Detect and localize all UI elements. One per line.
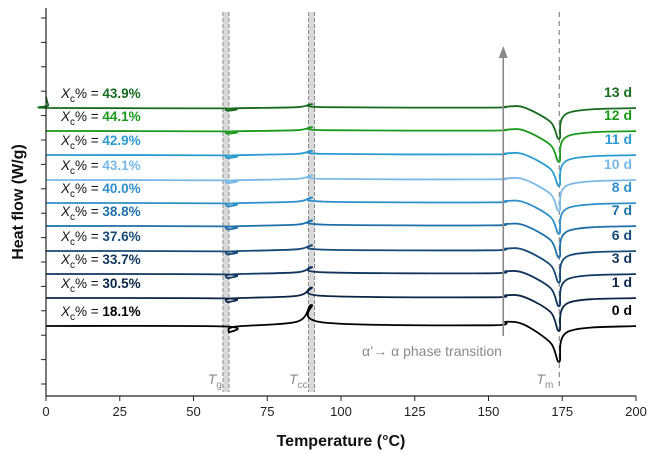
crystallinity-label: Xc% = 43.1% bbox=[60, 158, 141, 177]
xc-symbol: X bbox=[60, 304, 71, 319]
marker-subscript: cc bbox=[298, 380, 308, 391]
xc-equals: % = bbox=[75, 86, 102, 101]
x-tick-label: 150 bbox=[478, 404, 500, 419]
xc-subscript: c bbox=[70, 312, 75, 323]
x-tick-label: 200 bbox=[625, 404, 647, 419]
marker-label-cc: Tcc bbox=[289, 371, 308, 391]
xc-equals: % = bbox=[75, 276, 102, 291]
x-tick-label: 175 bbox=[551, 404, 573, 419]
xc-value: 43.9% bbox=[102, 86, 140, 101]
xc-symbol: X bbox=[60, 86, 71, 101]
xc-value: 43.1% bbox=[102, 158, 140, 173]
marker-subscript: g bbox=[216, 380, 222, 391]
xc-value: 38.8% bbox=[102, 204, 140, 219]
aging-day-label: 0 d bbox=[612, 302, 632, 318]
aging-day-label: 8 d bbox=[612, 179, 632, 195]
xc-symbol: X bbox=[60, 133, 71, 148]
xc-value: 37.6% bbox=[102, 229, 140, 244]
crystallinity-label: Xc% = 30.5% bbox=[60, 276, 141, 295]
curve-10d bbox=[45, 174, 637, 212]
marker-subscript: m bbox=[545, 380, 553, 391]
xc-subscript: c bbox=[70, 94, 75, 105]
xc-equals: % = bbox=[75, 109, 102, 124]
marker-symbol: T bbox=[536, 371, 546, 387]
crystallinity-label: Xc% = 44.1% bbox=[60, 109, 141, 128]
xc-symbol: X bbox=[60, 181, 71, 196]
aging-day-label: 7 d bbox=[612, 202, 632, 218]
xc-equals: % = bbox=[75, 252, 102, 267]
phase-transition-label: α’→ α phase transition bbox=[362, 343, 502, 359]
xc-value: 44.1% bbox=[102, 109, 140, 124]
xc-subscript: c bbox=[70, 117, 75, 128]
aging-day-label: 3 d bbox=[612, 250, 632, 266]
marker-label-m: Tm bbox=[536, 371, 553, 391]
xc-subscript: c bbox=[70, 141, 75, 152]
marker-symbol: T bbox=[289, 371, 299, 387]
band-fill-cc bbox=[308, 12, 315, 392]
xc-value: 40.0% bbox=[102, 181, 140, 196]
xc-subscript: c bbox=[70, 284, 75, 295]
aging-day-label: 1 d bbox=[612, 274, 632, 290]
xc-subscript: c bbox=[70, 260, 75, 271]
crystallinity-label: Xc% = 40.0% bbox=[60, 181, 141, 200]
crystallinity-label: Xc% = 33.7% bbox=[60, 252, 141, 271]
curve-11d bbox=[45, 149, 637, 187]
x-axis-title: Temperature (°C) bbox=[277, 433, 406, 450]
xc-equals: % = bbox=[75, 133, 102, 148]
xc-subscript: c bbox=[70, 212, 75, 223]
crystallinity-label: Xc% = 43.9% bbox=[60, 86, 141, 105]
xc-symbol: X bbox=[60, 229, 71, 244]
curve-6d bbox=[45, 244, 637, 284]
marker-label-g: Tg bbox=[208, 371, 222, 391]
curve-13d bbox=[37, 96, 637, 140]
curve-1d bbox=[45, 286, 637, 332]
xc-value: 42.9% bbox=[102, 133, 140, 148]
aging-day-label: 11 d bbox=[605, 131, 632, 147]
xc-symbol: X bbox=[60, 109, 71, 124]
xc-equals: % = bbox=[75, 204, 102, 219]
xc-equals: % = bbox=[75, 181, 102, 196]
xc-value: 30.5% bbox=[102, 276, 140, 291]
crystallinity-label: Xc% = 37.6% bbox=[60, 229, 141, 248]
x-tick-label: 25 bbox=[113, 404, 127, 419]
xc-subscript: c bbox=[70, 166, 75, 177]
marker-symbol: T bbox=[208, 371, 218, 387]
xc-equals: % = bbox=[75, 158, 102, 173]
crystallinity-label: Xc% = 38.8% bbox=[60, 204, 141, 223]
x-tick-label: 100 bbox=[330, 404, 352, 419]
x-tick-label: 0 bbox=[42, 404, 49, 419]
phase-transition-annotation: α’→ α phase transition bbox=[362, 46, 508, 359]
xc-equals: % = bbox=[75, 229, 102, 244]
y-axis-title: Heat flow (W/g) bbox=[10, 144, 27, 260]
crystallinity-label: Xc% = 42.9% bbox=[60, 133, 141, 152]
aging-day-label: 12 d bbox=[604, 107, 632, 123]
curve-7d bbox=[45, 219, 637, 259]
x-tick-label: 125 bbox=[404, 404, 426, 419]
aging-day-label: 13 d bbox=[604, 84, 632, 100]
x-tick-label: 50 bbox=[186, 404, 200, 419]
axes: 0 25 50 75 100 125 150 175 200 bbox=[41, 8, 647, 419]
xc-equals: % = bbox=[75, 304, 102, 319]
xc-symbol: X bbox=[60, 158, 71, 173]
curve-8d bbox=[45, 196, 637, 235]
band-fill-g bbox=[222, 12, 229, 392]
xc-value: 18.1% bbox=[102, 304, 140, 319]
heat-flow-curves bbox=[37, 96, 637, 363]
xc-value: 33.7% bbox=[102, 252, 140, 267]
xc-subscript: c bbox=[70, 237, 75, 248]
xc-symbol: X bbox=[60, 276, 71, 291]
curve-12d bbox=[45, 126, 637, 163]
xc-subscript: c bbox=[70, 189, 75, 200]
crystallinity-label: Xc% = 18.1% bbox=[60, 304, 141, 323]
curve-0d bbox=[45, 304, 637, 363]
xc-symbol: X bbox=[60, 204, 71, 219]
series-labels: Xc% = 18.1% 0 dXc% = 30.5% 1 dXc% = 33.7% 3… bbox=[60, 84, 632, 391]
aging-day-label: 6 d bbox=[612, 227, 632, 243]
xc-symbol: X bbox=[60, 252, 71, 267]
x-tick-label: 75 bbox=[260, 404, 274, 419]
curve-3d bbox=[45, 266, 637, 308]
aging-day-label: 10 d bbox=[604, 156, 632, 172]
phase-transition-arrow-head bbox=[498, 46, 508, 58]
